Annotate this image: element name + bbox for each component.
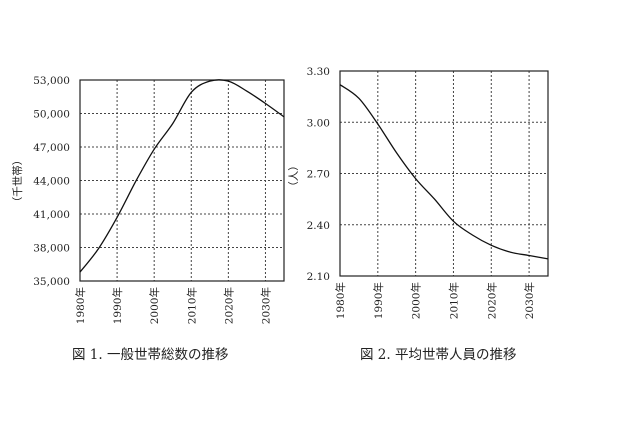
x-tick-label: 2010年: [185, 287, 198, 324]
x-tick-label: 1980年: [74, 287, 87, 324]
plot-frame: [79, 79, 285, 282]
y-axis-label: （千世帯）: [11, 155, 24, 208]
series-line: [79, 79, 285, 273]
y-axis-label: （人）: [288, 160, 300, 192]
x-tick-label: 2000年: [410, 282, 423, 319]
x-tick-label: 2000年: [148, 287, 161, 324]
figure-2-caption: 図 2. 平均世帯人員の推移: [360, 347, 517, 363]
x-tick-label: 1990年: [111, 287, 124, 324]
y-tick-label: 3.00: [307, 117, 330, 129]
y-tick-label: 50,000: [33, 109, 70, 121]
y-tick-label: 2.40: [307, 220, 330, 232]
y-tick-label: 44,000: [33, 176, 70, 188]
x-tick-label: 2030年: [259, 287, 272, 324]
y-tick-label: 35,000: [33, 276, 70, 288]
x-tick-label: 2010年: [447, 282, 460, 319]
figure-1-caption: 図 1. 一般世帯総数の推移: [72, 347, 229, 363]
y-tick-label: 3.30: [307, 66, 330, 78]
x-tick-label: 2020年: [485, 282, 498, 319]
y-tick-label: 38,000: [33, 243, 70, 255]
x-tick-label: 1990年: [372, 282, 385, 319]
plot-frame: [339, 70, 549, 277]
series-line: [339, 84, 549, 260]
x-tick-label: 2030年: [523, 282, 536, 319]
y-tick-label: 2.70: [307, 169, 330, 181]
y-tick-label: 2.10: [307, 271, 330, 283]
x-tick-label: 2020年: [222, 287, 235, 324]
chart-household-count: 35,000 38,000 41,000 44,000 47,000 50,000 53,0…: [11, 75, 285, 324]
y-tick-label: 41,000: [33, 209, 70, 221]
y-tick-label: 53,000: [33, 75, 70, 87]
x-tick-label: 1980年: [334, 282, 347, 319]
y-tick-label: 47,000: [33, 142, 70, 154]
chart-household-size: 2.10 2.40 2.70 3.00 3.30 1980年 1990年 2000年 2010年…: [288, 66, 549, 319]
